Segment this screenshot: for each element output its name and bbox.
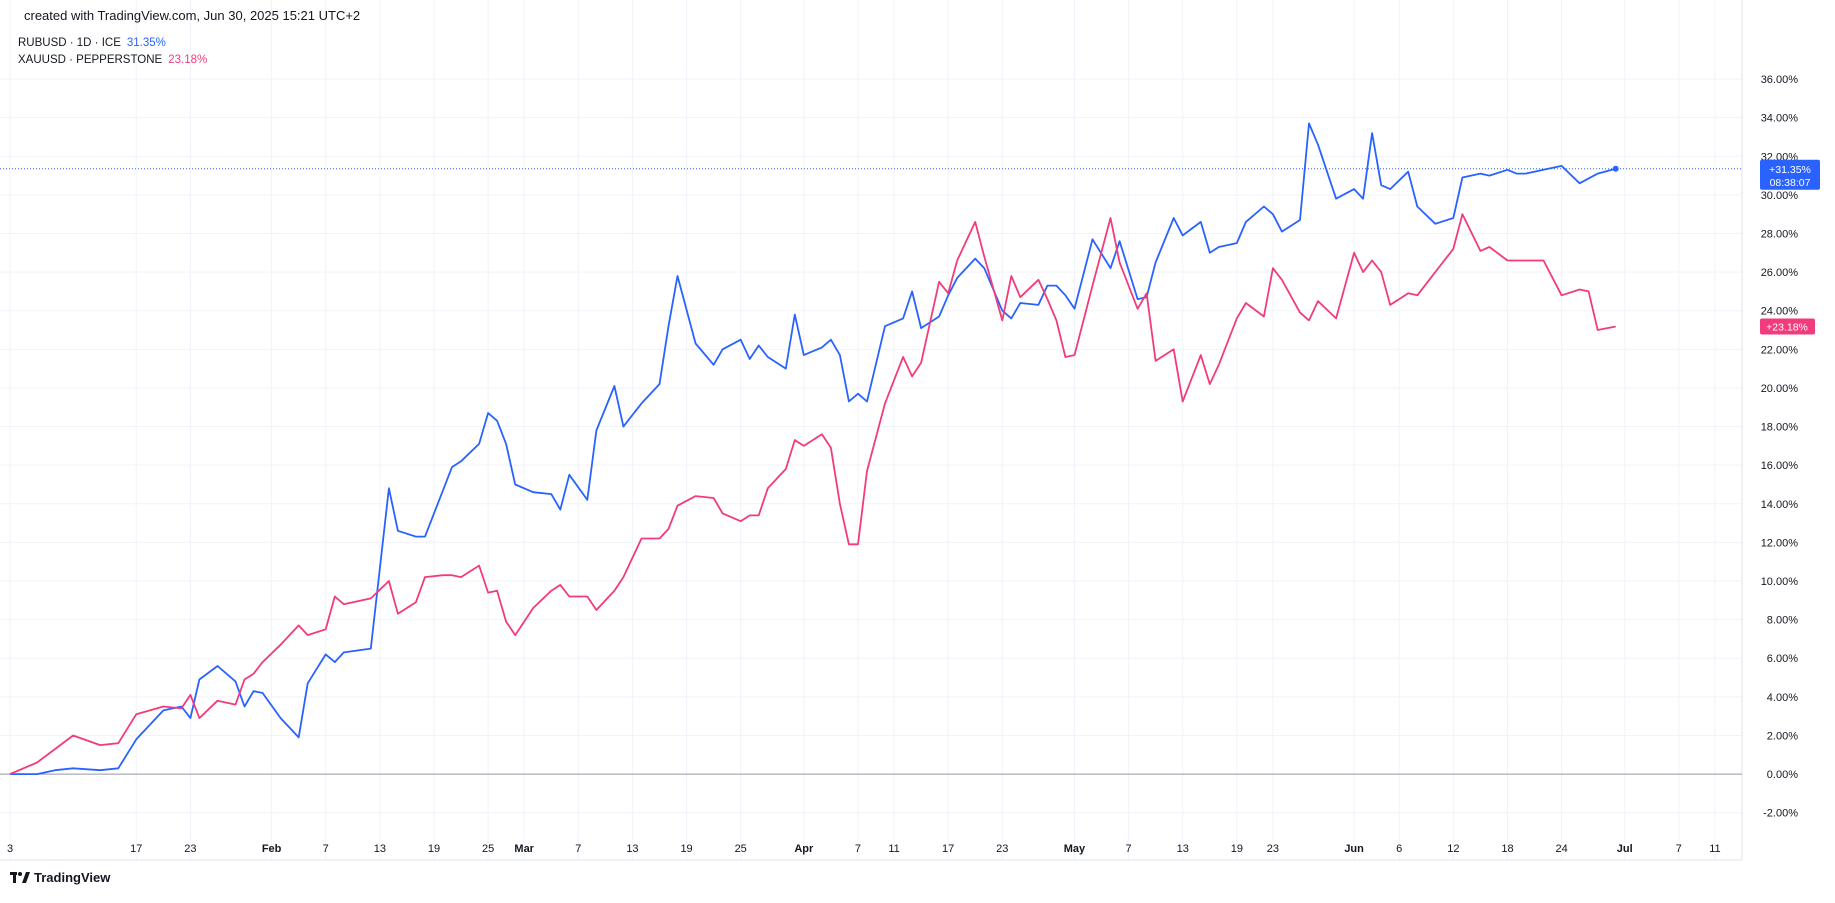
legend-label: RUBUSD · 1D · ICE — [18, 37, 121, 49]
legend-value: 23.18% — [168, 54, 208, 66]
x-tick-label: Jul — [1617, 843, 1633, 855]
y-tick-label: 0.00% — [1767, 769, 1798, 781]
y-tick-label: 4.00% — [1767, 692, 1798, 704]
y-tick-label: 18.00% — [1761, 422, 1799, 434]
x-tick-label: 7 — [575, 843, 581, 855]
x-tick-label: 25 — [482, 843, 494, 855]
x-tick-label: 3 — [7, 843, 13, 855]
y-tick-label: 28.00% — [1761, 228, 1799, 240]
x-tick-label: 23 — [996, 843, 1008, 855]
x-tick-label: 7 — [1126, 843, 1132, 855]
x-tick-label: 19 — [1231, 843, 1243, 855]
y-tick-label: 12.00% — [1761, 537, 1799, 549]
x-tick-label: 17 — [942, 843, 954, 855]
grid-lines — [0, 0, 1743, 861]
x-tick-label: May — [1064, 843, 1086, 855]
x-tick-label: 11 — [888, 843, 899, 855]
y-tick-label: 26.00% — [1761, 267, 1799, 279]
price-label-value: +31.35% — [1769, 164, 1811, 176]
x-tick-label: 13 — [626, 843, 638, 855]
tradingview-logo[interactable]: TradingView — [10, 870, 110, 885]
y-tick-label: 8.00% — [1767, 615, 1798, 627]
price-label-box — [1760, 318, 1815, 335]
legend-item-xauusd[interactable]: XAUUSD · PEPPERSTONE 23.18% — [18, 52, 207, 69]
x-tick-label: 23 — [1267, 843, 1279, 855]
x-tick-label: 11 — [1709, 843, 1720, 855]
y-tick-label: 16.00% — [1761, 460, 1799, 472]
y-tick-label: 2.00% — [1767, 730, 1798, 742]
x-axis[interactable]: 3 17 23 Feb 7 13 19 25 Mar 7 13 19 25 Apr 7 11 17 23 May 7 1… — [7, 843, 1721, 855]
x-tick-label: 12 — [1447, 843, 1459, 855]
x-tick-label: Feb — [262, 843, 282, 855]
y-tick-label: -2.00% — [1763, 808, 1798, 820]
y-tick-label: 14.00% — [1761, 499, 1799, 511]
y-tick-label: 30.00% — [1761, 190, 1799, 202]
x-tick-label: Jun — [1344, 843, 1364, 855]
y-tick-label: 34.00% — [1761, 113, 1799, 125]
x-tick-label: 18 — [1501, 843, 1513, 855]
x-tick-label: 19 — [428, 843, 440, 855]
price-label-value: +23.18% — [1766, 322, 1808, 334]
legend: RUBUSD · 1D · ICE 31.35% XAUUSD · PEPPERS… — [18, 35, 207, 69]
y-tick-label: 6.00% — [1767, 653, 1798, 665]
y-tick-label: 10.00% — [1761, 576, 1799, 588]
tradingview-logo-icon — [10, 871, 30, 883]
y-tick-label: 24.00% — [1761, 306, 1799, 318]
legend-item-rubusd[interactable]: RUBUSD · 1D · ICE 31.35% — [18, 35, 207, 52]
x-tick-label: 24 — [1555, 843, 1567, 855]
x-tick-label: Apr — [794, 843, 814, 855]
x-tick-label: 13 — [374, 843, 386, 855]
x-tick-label: 19 — [680, 843, 692, 855]
x-tick-label: 17 — [130, 843, 142, 855]
rubusd-line[interactable] — [10, 122, 1616, 775]
logo-text: TradingView — [34, 870, 111, 885]
x-tick-label: 25 — [735, 843, 747, 855]
price-labels: +31.35%08:38:07 +23.18% — [1760, 159, 1820, 335]
price-label-countdown: 08:38:07 — [1770, 177, 1811, 189]
series-lines — [0, 122, 1742, 775]
rubusd-last-point — [1612, 165, 1619, 172]
y-tick-label: 36.00% — [1761, 74, 1799, 86]
x-tick-label: 7 — [1676, 843, 1682, 855]
legend-value: 31.35% — [126, 37, 166, 49]
watermark-text: created with TradingView.com, Jun 30, 20… — [24, 8, 361, 23]
xauusd-line[interactable] — [9, 213, 1616, 775]
x-tick-label: 7 — [855, 843, 861, 855]
x-tick-label: 23 — [184, 843, 196, 855]
legend-label: XAUUSD · PEPPERSTONE — [18, 54, 163, 66]
x-tick-label: Mar — [514, 843, 534, 855]
y-tick-label: 20.00% — [1761, 383, 1799, 395]
x-tick-label: 13 — [1177, 843, 1189, 855]
x-tick-label: 6 — [1396, 843, 1402, 855]
y-axis[interactable]: 36.00%34.00%32.00%30.00%28.00%26.00%24.0… — [1761, 74, 1799, 820]
price-label-box — [1760, 159, 1820, 190]
x-tick-label: 7 — [323, 843, 329, 855]
y-tick-label: 22.00% — [1761, 344, 1799, 356]
